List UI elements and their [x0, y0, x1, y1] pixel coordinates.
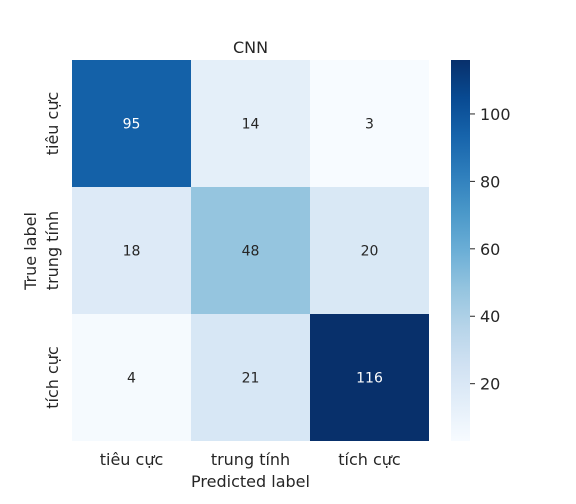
chart-title: CNN [233, 38, 268, 57]
cell-value-label: 14 [242, 117, 260, 133]
cell-value-label: 116 [356, 371, 383, 387]
colorbar-tick-label: 40 [480, 307, 500, 326]
heatmap-cell [310, 314, 429, 441]
x-tick-label: trung tính [211, 450, 290, 469]
cell-value-label: 21 [242, 371, 260, 387]
y-tick-label: tích cực [43, 346, 62, 408]
colorbar-ticks: 20 40 60 80 100 [470, 105, 511, 394]
y-axis-label: True label [21, 212, 40, 291]
heatmap-cell [191, 187, 310, 314]
cell-value-label: 48 [242, 244, 260, 260]
colorbar [451, 60, 470, 441]
heatmap-cell [72, 314, 191, 441]
cell-value-label: 95 [123, 117, 141, 133]
x-tick-label: tích cực [338, 450, 400, 469]
heatmap-cell [310, 60, 429, 187]
colorbar-tick-label: 20 [480, 375, 500, 394]
x-axis-label: Predicted label [191, 472, 310, 491]
colorbar-tick-label: 100 [480, 105, 511, 124]
cell-value-label: 3 [365, 117, 374, 133]
colorbar-tick-label: 60 [480, 240, 500, 259]
heatmap-cell [191, 60, 310, 187]
x-tick-labels: tiêu cực trung tính tích cực [100, 450, 401, 469]
x-tick-label: tiêu cực [100, 450, 164, 469]
y-tick-label: trung tính [43, 211, 62, 290]
heatmap-cell [72, 187, 191, 314]
cell-value-label: 20 [361, 244, 379, 260]
cell-value-label: 4 [127, 371, 136, 387]
heatmap-cell [191, 314, 310, 441]
heatmap-cells [72, 60, 429, 441]
heatmap-cell [310, 187, 429, 314]
colorbar-tick-label: 80 [480, 172, 500, 191]
y-tick-labels: tiêu cực trung tính tích cực [43, 92, 62, 409]
cell-value-label: 18 [123, 244, 141, 260]
y-tick-label: tiêu cực [43, 92, 62, 156]
heatmap-cell [72, 60, 191, 187]
heatmap-cell-labels: 95 14 3 18 48 20 4 21 116 [123, 117, 383, 387]
